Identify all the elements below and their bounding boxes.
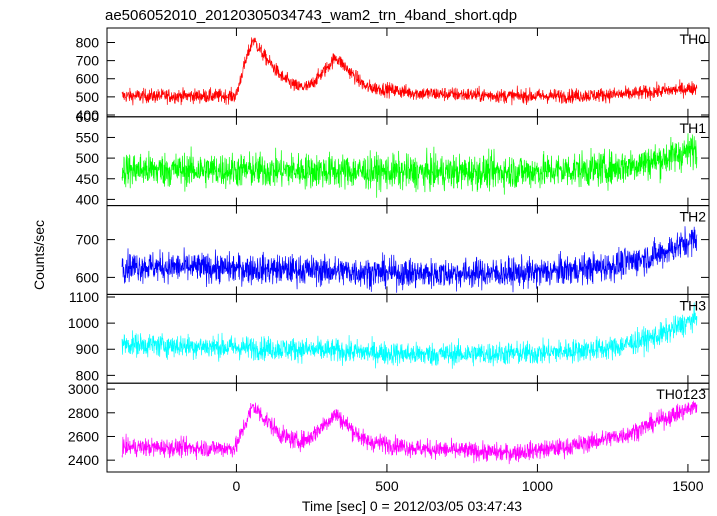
panel-th0123: 2400 2600 2800 3000 TH0123 bbox=[68, 381, 710, 473]
panel-th1: 400 450 500 550 600 TH1 bbox=[76, 109, 710, 207]
y-tick-label: 1100 bbox=[69, 289, 99, 305]
panel-label-th0123: TH0123 bbox=[656, 386, 706, 402]
y-tick-label: 400 bbox=[76, 191, 100, 207]
x-axis-label: Time [sec] 0 = 2012/03/05 03:47:43 bbox=[302, 498, 522, 514]
panel-frame bbox=[106, 293, 710, 384]
panel-frame bbox=[106, 382, 710, 473]
y-tick-label: 3000 bbox=[68, 381, 99, 397]
y-tick-label: 800 bbox=[76, 367, 100, 383]
y-tick-label: 2600 bbox=[68, 428, 99, 444]
series-line-th1 bbox=[121, 133, 698, 198]
y-tick-label: 500 bbox=[76, 150, 100, 166]
y-tick-label: 600 bbox=[76, 71, 100, 87]
y-tick-label: 600 bbox=[76, 269, 100, 285]
y-tick-label: 500 bbox=[76, 89, 100, 105]
y-tick-label: 900 bbox=[76, 341, 100, 357]
panels-group: 400 500 600 700 800 TH0 400 450 500 550 600 TH1 600 7… bbox=[68, 27, 710, 494]
y-tick-label: 1000 bbox=[68, 315, 99, 331]
y-tick-label: 700 bbox=[76, 53, 100, 69]
panel-th2: 600 700 TH2 bbox=[76, 205, 710, 295]
y-tick-label: 400 bbox=[76, 107, 100, 123]
y-tick-label: 700 bbox=[76, 232, 100, 248]
panel-label-th1: TH1 bbox=[680, 120, 707, 136]
y-tick-label: 2400 bbox=[68, 452, 99, 468]
chart-title: ae506052010_20120305034743_wam2_trn_4ban… bbox=[105, 7, 517, 24]
y-tick-label: 2800 bbox=[68, 405, 99, 421]
series-line-th2 bbox=[121, 226, 698, 293]
panel-th3: 800 900 1000 1100 TH3 bbox=[68, 289, 710, 384]
panel-label-th3: TH3 bbox=[680, 297, 707, 313]
x-tick-label: 1500 bbox=[672, 478, 703, 494]
panel-th0: 400 500 600 700 800 TH0 bbox=[76, 27, 710, 123]
y-tick-label: 550 bbox=[76, 129, 100, 145]
panel-frame bbox=[106, 27, 710, 118]
y-tick-label: 450 bbox=[76, 171, 100, 187]
series-line-th3 bbox=[121, 302, 698, 369]
y-axis-label: Counts/sec bbox=[31, 220, 47, 290]
y-tick-label: 800 bbox=[76, 34, 100, 50]
series-line-th0 bbox=[121, 37, 698, 106]
panel-label-th2: TH2 bbox=[680, 209, 707, 225]
y-tick-label: 600 bbox=[76, 109, 100, 125]
x-tick-label: 500 bbox=[375, 478, 399, 494]
x-tick-label: 1000 bbox=[522, 478, 553, 494]
x-tick-label: 0 bbox=[233, 478, 241, 494]
series-line-th0123 bbox=[121, 400, 698, 465]
panel-label-th0: TH0 bbox=[680, 31, 707, 47]
